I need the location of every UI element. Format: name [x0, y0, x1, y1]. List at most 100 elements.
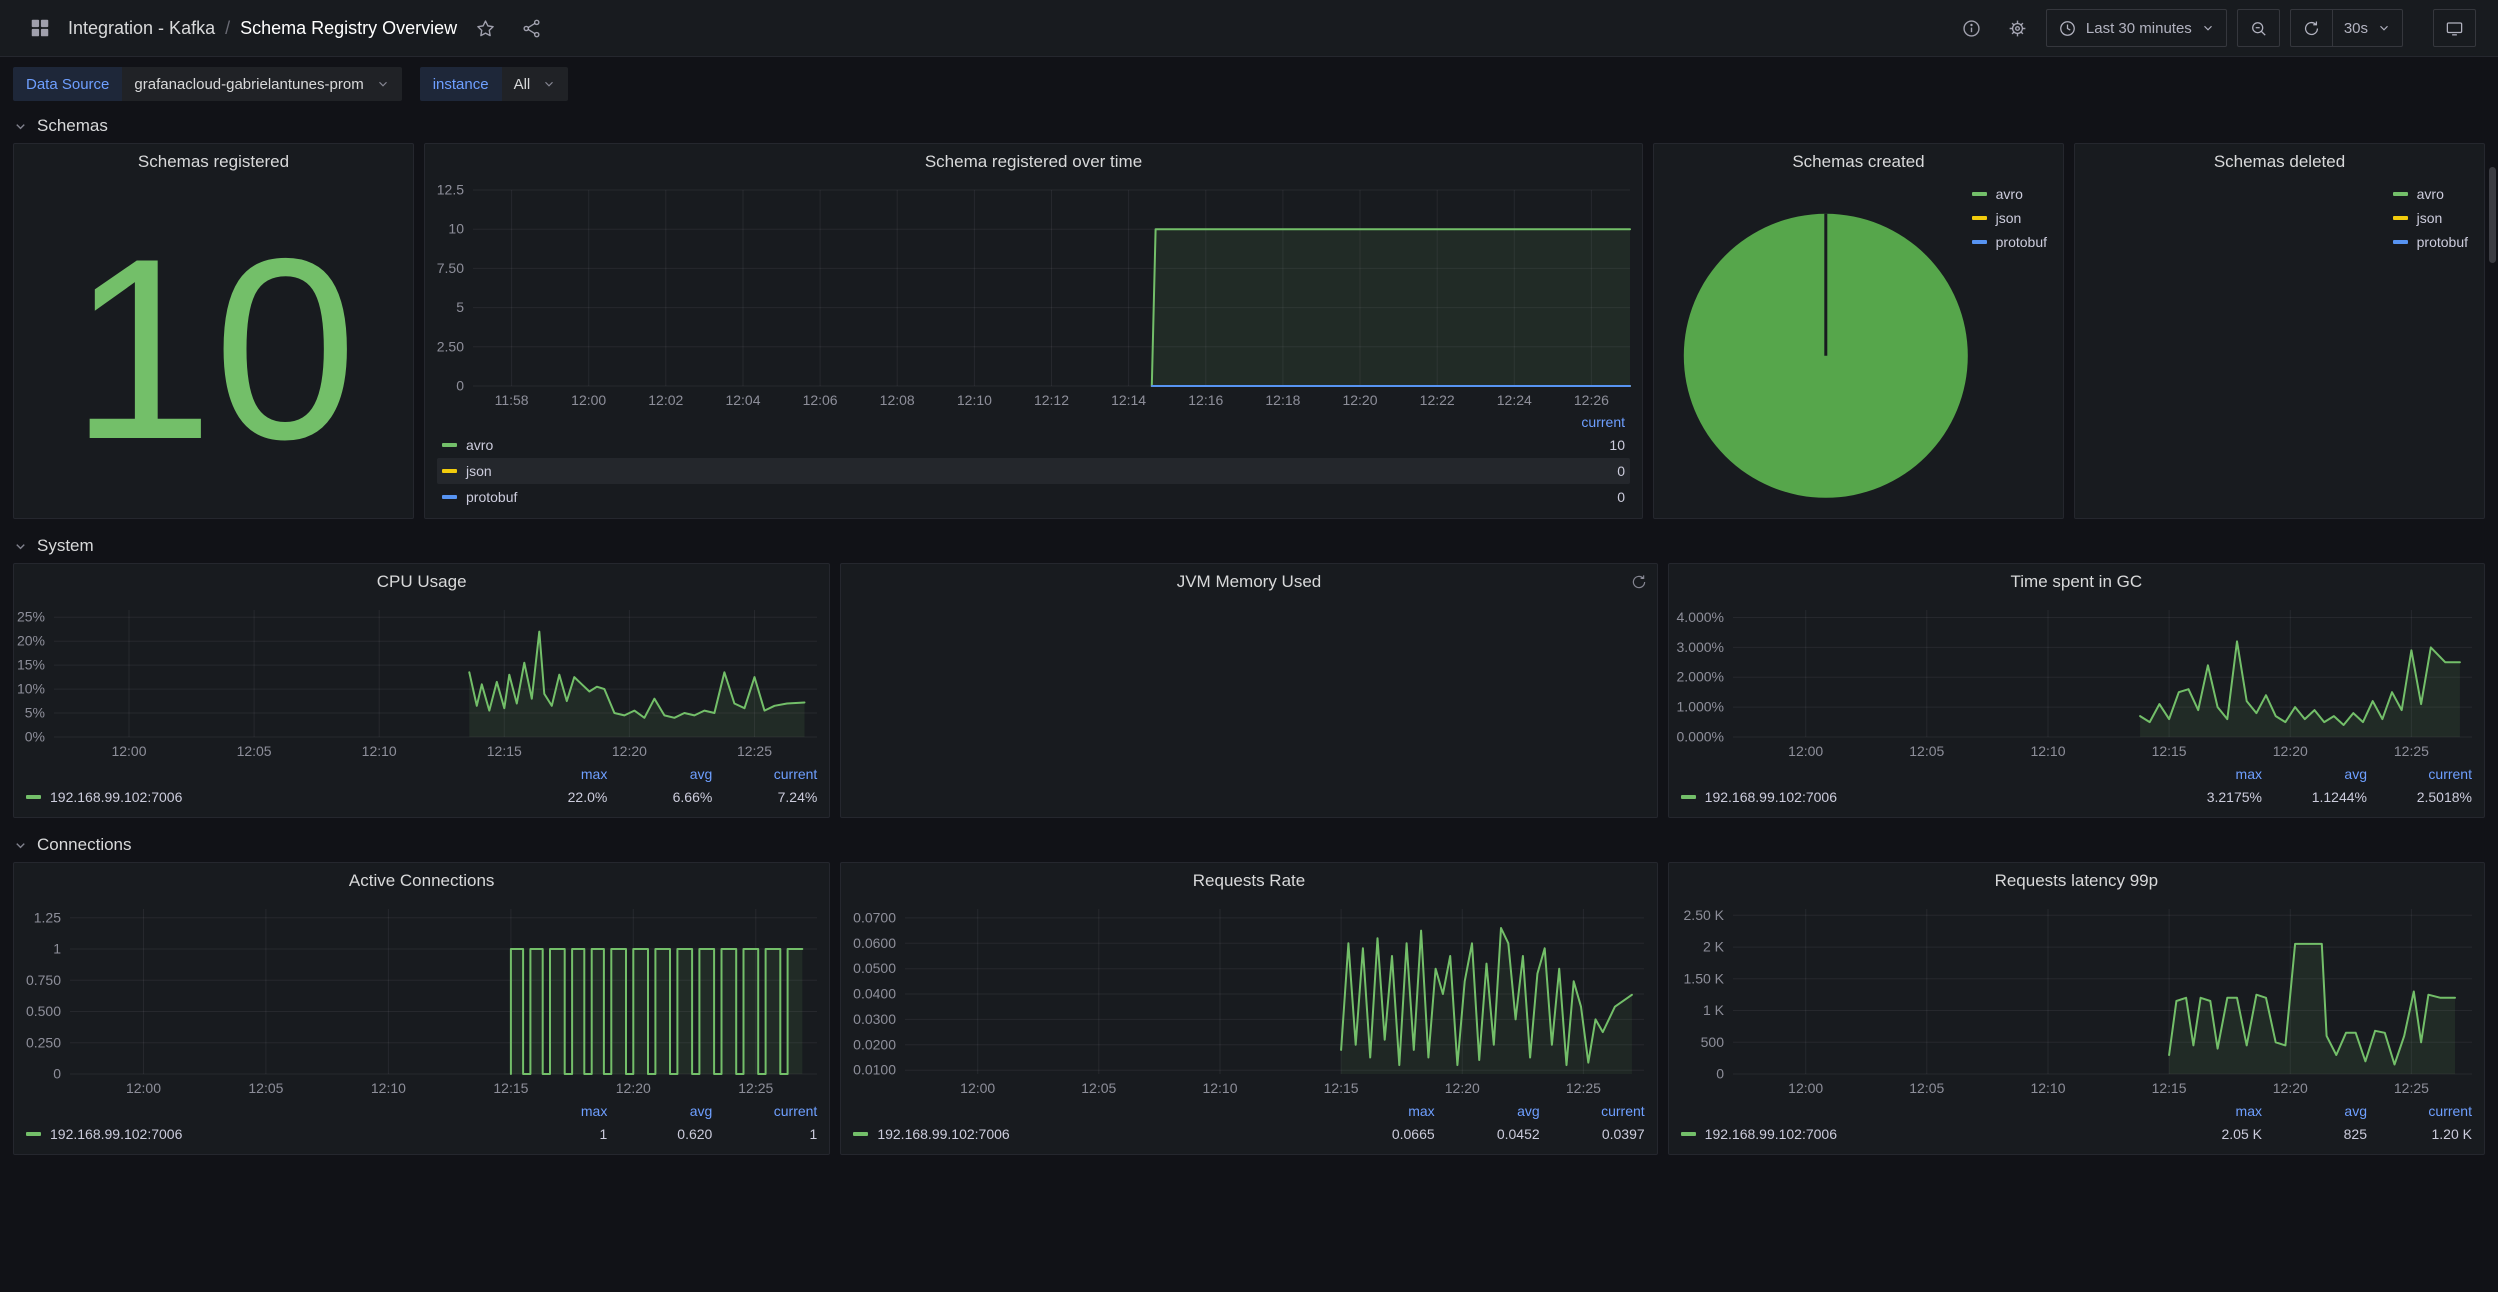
svg-text:12:15: 12:15: [1324, 1080, 1359, 1096]
series-avg: 0.620: [677, 1126, 713, 1142]
series-name[interactable]: avro: [466, 437, 494, 453]
legend-item-protobuf[interactable]: protobuf: [2392, 234, 2468, 250]
legend-series[interactable]: 192.168.99.102:7006: [26, 785, 502, 809]
series-name: 192.168.99.102:7006: [877, 1126, 1010, 1142]
cycle-view-button[interactable]: [2433, 9, 2476, 47]
share-icon[interactable]: [513, 10, 549, 46]
legend-item-avro[interactable]: avro: [2392, 186, 2468, 202]
instance-select[interactable]: All: [501, 67, 569, 101]
schemas-panel-row: Schemas registered 10 Schema registered …: [13, 143, 2485, 519]
legend-header-avg[interactable]: avg: [689, 1103, 713, 1119]
settings-gear-icon[interactable]: [2000, 10, 2036, 46]
legend-item-json[interactable]: json: [1971, 210, 2047, 226]
requests-latency-chart[interactable]: 0 500 1 K 1.50 K 2 K 2.50 K 12:00 12:05 12:10 12:…: [1669, 899, 2484, 1100]
loading-spinner-icon: [1630, 573, 1648, 591]
panel-title[interactable]: Requests latency 99p: [1994, 871, 2159, 890]
section-header-schemas[interactable]: Schemas: [13, 109, 2485, 143]
panel-title[interactable]: Schemas created: [1792, 152, 1925, 171]
legend-header-current[interactable]: current: [1601, 1103, 1645, 1119]
svg-text:1 K: 1 K: [1703, 1002, 1725, 1018]
series-current-value: 0: [1617, 489, 1625, 505]
svg-text:12:24: 12:24: [1497, 392, 1532, 408]
series-swatch: [1971, 216, 1987, 220]
schemas-created-pie-chart[interactable]: [1654, 180, 2063, 518]
schema-over-time-chart[interactable]: 0 2.50 5 7.50 10 12.5 11:58 12:00 12:02 12:04 12:0…: [425, 180, 1642, 412]
svg-text:15%: 15%: [17, 657, 45, 673]
panel-title[interactable]: Schemas registered: [137, 152, 290, 171]
legend-header-current[interactable]: current: [773, 1103, 818, 1119]
svg-text:12:26: 12:26: [1574, 392, 1609, 408]
svg-text:12:06: 12:06: [803, 392, 838, 408]
legend-series[interactable]: 192.168.99.102:7006: [1680, 785, 2157, 809]
zoom-out-button[interactable]: [2236, 9, 2280, 47]
system-panel-row: CPU Usage 0% 5% 10% 15% 20% 25% 12:00 12:05 12:1…: [13, 563, 2485, 818]
gc-time-chart[interactable]: 0.000% 1.000% 2.000% 3.000% 4.000% 12:00 12:05…: [1669, 600, 2484, 763]
svg-text:0: 0: [456, 378, 464, 394]
apps-menu-icon[interactable]: [22, 10, 58, 46]
panel-title[interactable]: Schema registered over time: [924, 152, 1143, 171]
refresh-button[interactable]: [2291, 10, 2332, 46]
legend-row-protobuf[interactable]: protobuf 0: [437, 484, 1630, 510]
legend-series[interactable]: 192.168.99.102:7006: [26, 1122, 502, 1146]
legend-header-max[interactable]: max: [2235, 1103, 2262, 1119]
legend-header-max[interactable]: max: [580, 1103, 608, 1119]
legend-header-avg[interactable]: avg: [1517, 1103, 1540, 1119]
datasource-label: Data Source: [13, 67, 123, 101]
svg-text:0.0500: 0.0500: [854, 960, 897, 976]
legend-header-avg[interactable]: avg: [2344, 766, 2367, 782]
svg-text:12:20: 12:20: [2272, 1080, 2307, 1096]
svg-text:12:18: 12:18: [1265, 392, 1300, 408]
panel-title[interactable]: Time spent in GC: [2010, 572, 2143, 591]
panel-title[interactable]: Requests Rate: [1192, 871, 1306, 890]
svg-text:1.50 K: 1.50 K: [1683, 970, 1724, 986]
panel-title[interactable]: CPU Usage: [376, 572, 467, 591]
legend-header-current[interactable]: current: [773, 766, 818, 782]
cpu-usage-chart[interactable]: 0% 5% 10% 15% 20% 25% 12:00 12:05 12:10 12:15 12:2…: [14, 600, 829, 763]
legend-header-max[interactable]: max: [1408, 1103, 1435, 1119]
time-range-picker[interactable]: Last 30 minutes: [2045, 9, 2227, 47]
refresh-icon: [2302, 19, 2321, 38]
panel-title[interactable]: Schemas deleted: [2213, 152, 2346, 171]
legend-header-avg[interactable]: avg: [689, 766, 713, 782]
info-icon[interactable]: [1954, 10, 1990, 46]
legend-stats: max avg current 192.168.99.102:7006 1 0.…: [14, 1100, 829, 1154]
legend-header-current[interactable]: current: [1581, 414, 1625, 430]
datasource-select[interactable]: grafanacloud-gabrielantunes-prom: [122, 67, 402, 101]
series-current-value: 0: [1617, 463, 1625, 479]
section-header-connections[interactable]: Connections: [13, 828, 2485, 862]
series-name[interactable]: protobuf: [466, 489, 518, 505]
svg-text:0.500: 0.500: [26, 1003, 61, 1019]
svg-text:12:15: 12:15: [2151, 1080, 2186, 1096]
requests-rate-chart[interactable]: 0.0100 0.0200 0.0300 0.0400 0.0500 0.0600 0.07…: [841, 899, 1656, 1100]
svg-text:12:05: 12:05: [1909, 1080, 1944, 1096]
legend-item-avro[interactable]: avro: [1971, 186, 2047, 202]
svg-text:12:15: 12:15: [493, 1080, 528, 1096]
instance-variable: instance All: [419, 67, 569, 101]
legend-row-avro[interactable]: avro 10: [437, 432, 1630, 458]
legend-header-max[interactable]: max: [2235, 766, 2262, 782]
legend-header-max[interactable]: max: [580, 766, 608, 782]
legend-header-current[interactable]: current: [2428, 766, 2472, 782]
breadcrumb-page[interactable]: Schema Registry Overview: [240, 17, 458, 38]
svg-text:10%: 10%: [17, 681, 45, 697]
svg-text:12:08: 12:08: [880, 392, 915, 408]
series-name[interactable]: json: [466, 463, 492, 479]
breadcrumb-folder[interactable]: Integration - Kafka: [68, 17, 216, 38]
panel-title[interactable]: JVM Memory Used: [1176, 572, 1322, 591]
scrollbar-thumb[interactable]: [2489, 167, 2496, 263]
legend-header-avg[interactable]: avg: [2344, 1103, 2367, 1119]
star-icon[interactable]: [467, 10, 503, 46]
legend-item-json[interactable]: json: [2392, 210, 2468, 226]
legend-series[interactable]: 192.168.99.102:7006: [1680, 1122, 2157, 1146]
legend-item-protobuf[interactable]: protobuf: [1971, 234, 2047, 250]
panel-title[interactable]: Active Connections: [348, 871, 495, 890]
legend-series[interactable]: 192.168.99.102:7006: [853, 1122, 1329, 1146]
panel-schemas-created: Schemas created avro json protobuf: [1653, 143, 2064, 519]
active-connections-chart[interactable]: 0 0.250 0.500 0.750 1 1.25 12:00 12:05 12:10 12:1…: [14, 899, 829, 1100]
legend-row-json[interactable]: json 0: [437, 458, 1630, 484]
svg-text:12:00: 12:00: [1788, 743, 1823, 759]
series-name: json: [2416, 210, 2443, 226]
refresh-interval-select[interactable]: 30s: [2333, 10, 2402, 46]
legend-header-current[interactable]: current: [2428, 1103, 2472, 1119]
section-header-system[interactable]: System: [13, 529, 2485, 563]
